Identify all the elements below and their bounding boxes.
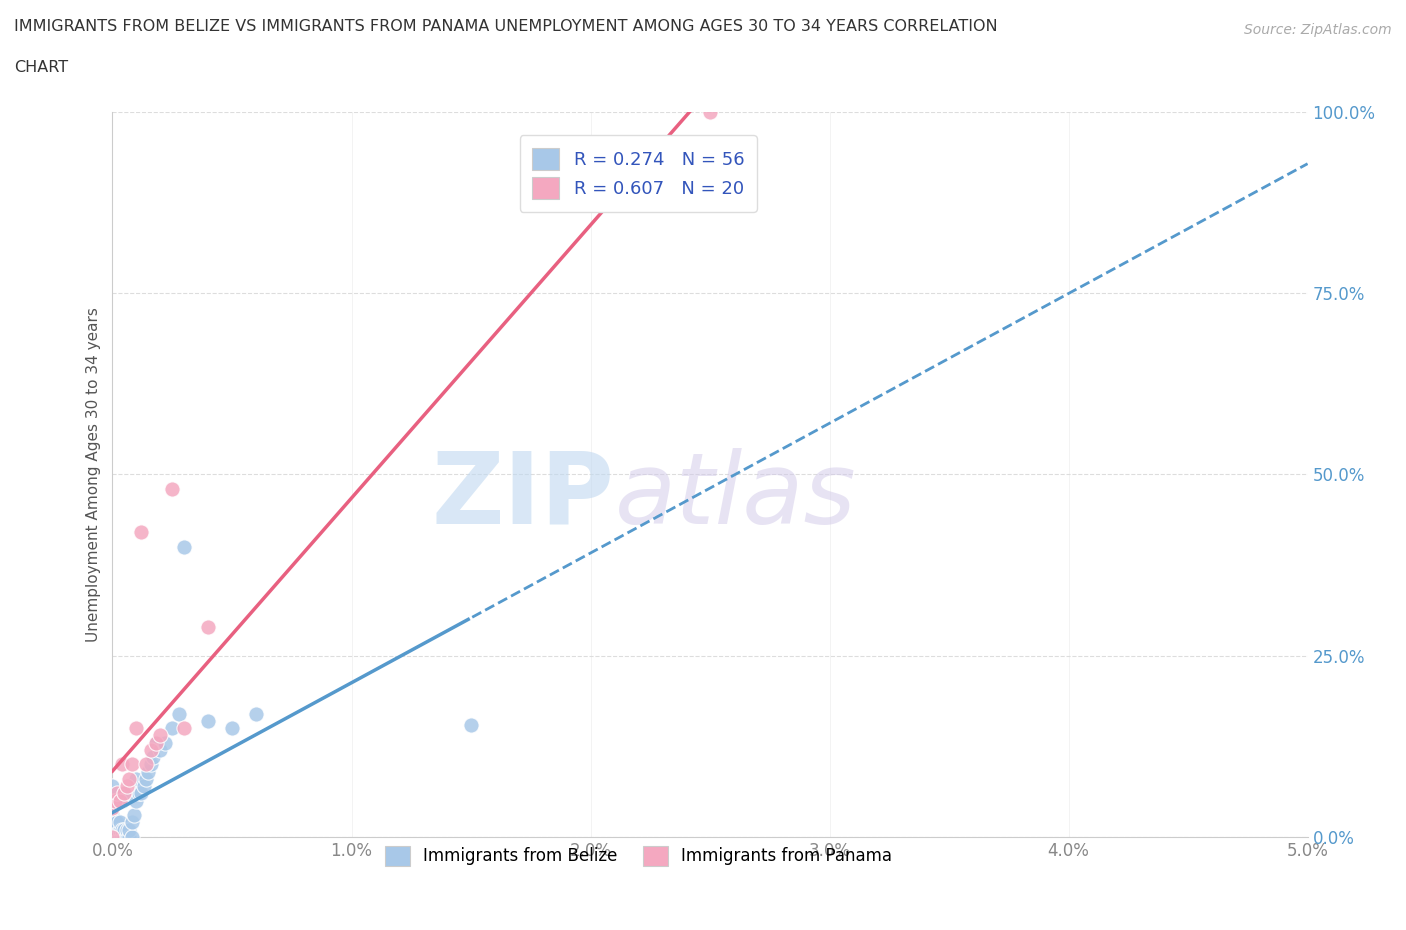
Point	[121, 815, 143, 830]
Point	[108, 830, 131, 844]
Point	[128, 786, 150, 801]
Point	[101, 830, 124, 844]
Point	[118, 772, 141, 787]
Point	[139, 757, 162, 772]
Point	[162, 721, 183, 736]
Point	[105, 822, 128, 837]
Point	[114, 830, 135, 844]
Point	[105, 815, 128, 830]
Point	[138, 764, 160, 779]
Point	[125, 772, 148, 787]
Point	[173, 539, 195, 554]
Point	[173, 721, 195, 736]
Point	[104, 793, 127, 808]
Point	[101, 822, 124, 837]
Point	[101, 815, 124, 830]
Point	[118, 822, 141, 837]
Point	[221, 721, 243, 736]
Point	[104, 822, 127, 837]
Point	[114, 786, 135, 801]
Point	[197, 619, 219, 634]
Point	[125, 721, 148, 736]
Point	[162, 482, 183, 497]
Text: Source: ZipAtlas.com: Source: ZipAtlas.com	[1244, 23, 1392, 37]
Point	[135, 757, 157, 772]
Point	[101, 808, 124, 823]
Point	[101, 830, 124, 844]
Point	[104, 815, 127, 830]
Point	[101, 793, 124, 808]
Text: CHART: CHART	[14, 60, 67, 75]
Point	[145, 736, 167, 751]
Text: ZIP: ZIP	[432, 447, 614, 545]
Point	[121, 757, 143, 772]
Point	[122, 808, 145, 823]
Point	[101, 822, 124, 837]
Point	[115, 822, 138, 837]
Point	[197, 713, 219, 728]
Point	[111, 822, 134, 837]
Point	[139, 742, 162, 757]
Point	[135, 772, 157, 787]
Point	[105, 830, 128, 844]
Point	[129, 525, 152, 539]
Point	[460, 717, 482, 732]
Point	[121, 830, 143, 844]
Text: atlas: atlas	[614, 447, 856, 545]
Point	[108, 815, 131, 830]
Point	[142, 750, 165, 764]
Point	[114, 786, 135, 801]
Point	[145, 736, 167, 751]
Point	[101, 830, 124, 844]
Point	[101, 815, 124, 830]
Point	[115, 830, 138, 844]
Point	[115, 778, 138, 793]
Point	[114, 822, 135, 837]
Point	[108, 793, 131, 808]
Point	[101, 801, 124, 816]
Point	[101, 778, 124, 793]
Point	[118, 830, 141, 844]
Text: IMMIGRANTS FROM BELIZE VS IMMIGRANTS FROM PANAMA UNEMPLOYMENT AMONG AGES 30 TO 3: IMMIGRANTS FROM BELIZE VS IMMIGRANTS FRO…	[14, 19, 998, 33]
Point	[101, 830, 124, 844]
Point	[104, 830, 127, 844]
Point	[169, 706, 191, 721]
Point	[129, 786, 152, 801]
Point	[149, 728, 172, 743]
Point	[149, 742, 172, 757]
Y-axis label: Unemployment Among Ages 30 to 34 years: Unemployment Among Ages 30 to 34 years	[86, 307, 101, 642]
Point	[105, 786, 128, 801]
Point	[132, 778, 155, 793]
Point	[111, 757, 134, 772]
Point	[125, 793, 148, 808]
Point	[111, 793, 134, 808]
Point	[699, 104, 721, 119]
Point	[101, 801, 124, 816]
Point	[101, 830, 124, 844]
Point	[101, 830, 124, 844]
Point	[108, 822, 131, 837]
Point	[111, 830, 134, 844]
Point	[101, 808, 124, 823]
Legend: Immigrants from Belize, Immigrants from Panama: Immigrants from Belize, Immigrants from …	[371, 832, 905, 880]
Point	[153, 736, 176, 751]
Point	[101, 786, 124, 801]
Point	[245, 706, 267, 721]
